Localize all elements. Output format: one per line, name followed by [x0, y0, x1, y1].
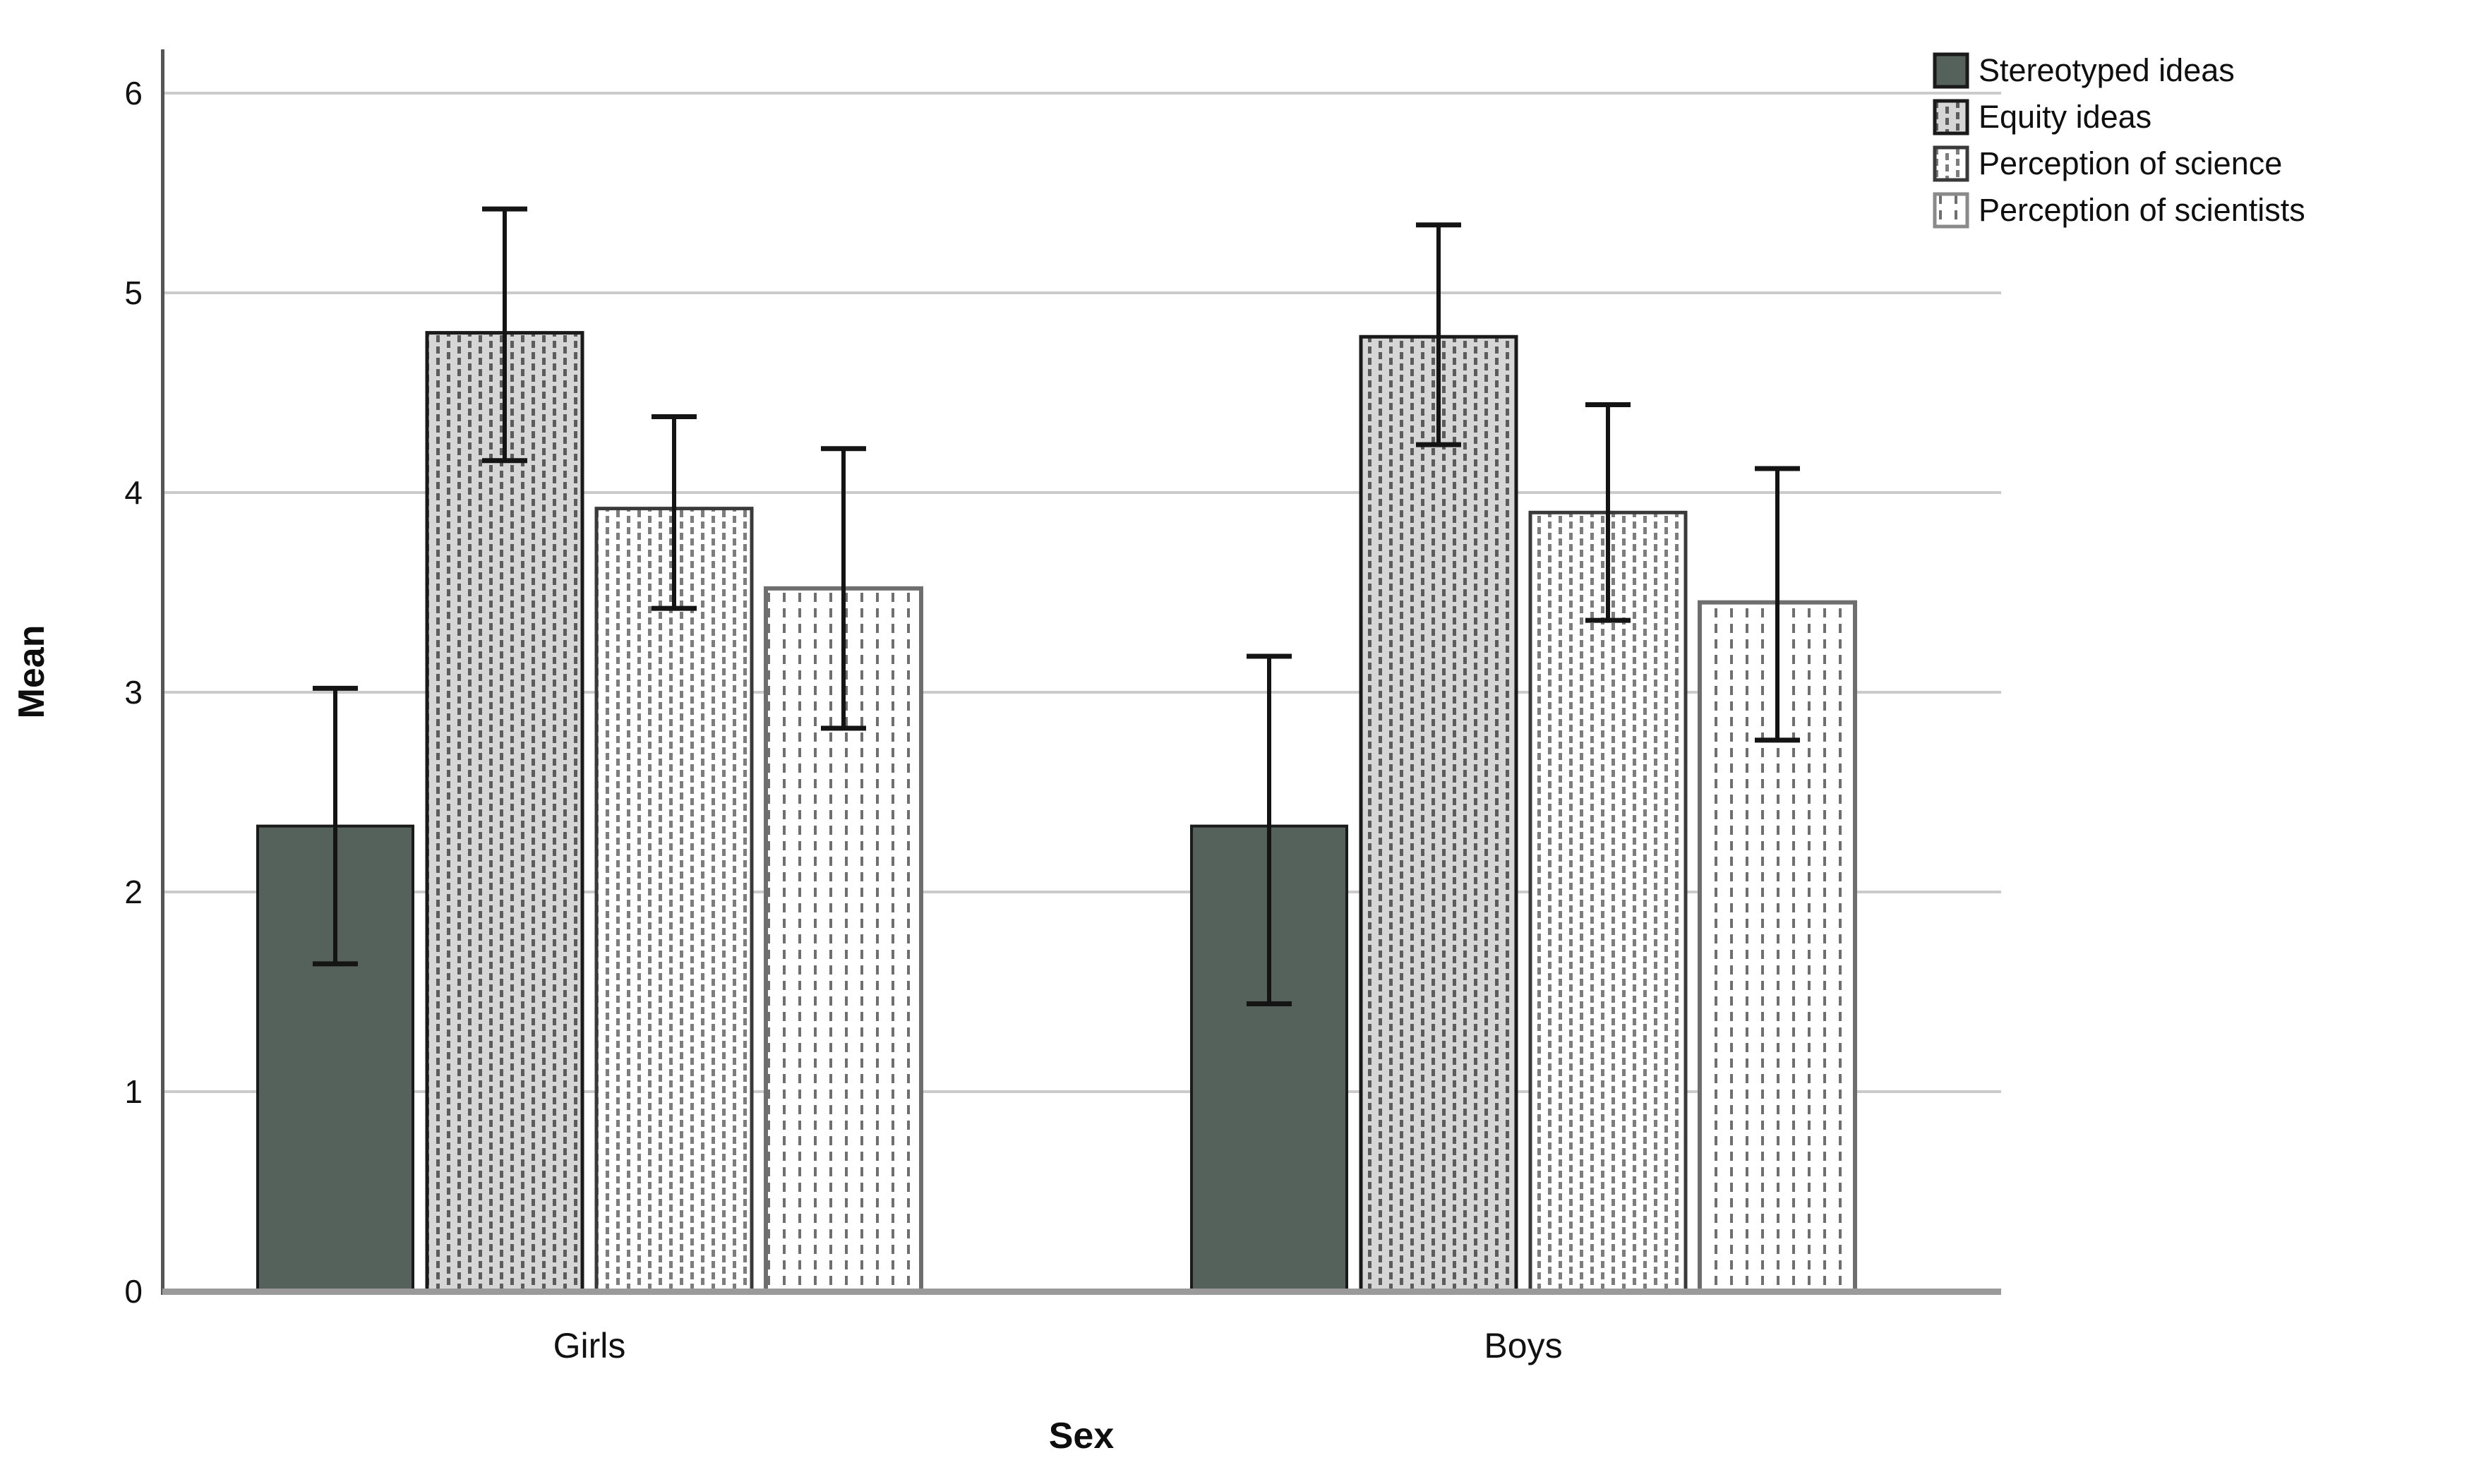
legend-swatch-perception-of-scientists-icon [1933, 192, 1969, 229]
bars-group [256, 206, 1857, 1293]
x-axis-title: Sex [1049, 1416, 1115, 1456]
category-label-boys: Boys [1484, 1326, 1562, 1365]
bar-white-dashes-girls [594, 507, 754, 1293]
legend-label: Perception of science [1979, 145, 2283, 181]
y-axis-tick-labels: 0 1 2 3 4 5 6 [124, 75, 143, 1310]
legend-item-perception-of-scientists: Perception of scientists [1933, 192, 2305, 229]
x-axis-baseline [162, 1289, 2001, 1295]
y-tick-label: 4 [124, 474, 143, 511]
legend-swatch-stereotyped-ideas-icon [1933, 52, 1969, 89]
legend-swatch-perception-of-science-icon [1933, 145, 1969, 182]
category-label-girls: Girls [553, 1326, 626, 1365]
y-axis-title: Mean [11, 625, 52, 719]
bar-white-dashes-boys [1528, 510, 1688, 1293]
bar-gray-dashes-girls [425, 331, 584, 1293]
bar-gray-dashes-boys [1359, 334, 1518, 1293]
legend-label: Equity ideas [1979, 99, 2152, 135]
legend-item-perception-of-science: Perception of science [1933, 145, 2305, 182]
legend-label: Stereotyped ideas [1979, 52, 2235, 88]
y-tick-label: 0 [124, 1273, 143, 1310]
y-axis-spine [161, 49, 164, 1295]
legend-swatch-equity-ideas-icon [1933, 99, 1969, 135]
y-tick-label: 2 [124, 874, 143, 910]
y-tick-label: 3 [124, 674, 143, 711]
legend-label: Perception of scientists [1979, 192, 2305, 228]
y-tick-label: 6 [124, 75, 143, 111]
legend-item-stereotyped-ideas: Stereotyped ideas [1933, 52, 2305, 89]
legend-item-equity-ideas: Equity ideas [1933, 99, 2305, 135]
y-tick-label: 5 [124, 275, 143, 311]
y-tick-label: 1 [124, 1073, 143, 1110]
legend: Stereotyped ideas Equity ideas Perceptio… [1933, 52, 2305, 239]
